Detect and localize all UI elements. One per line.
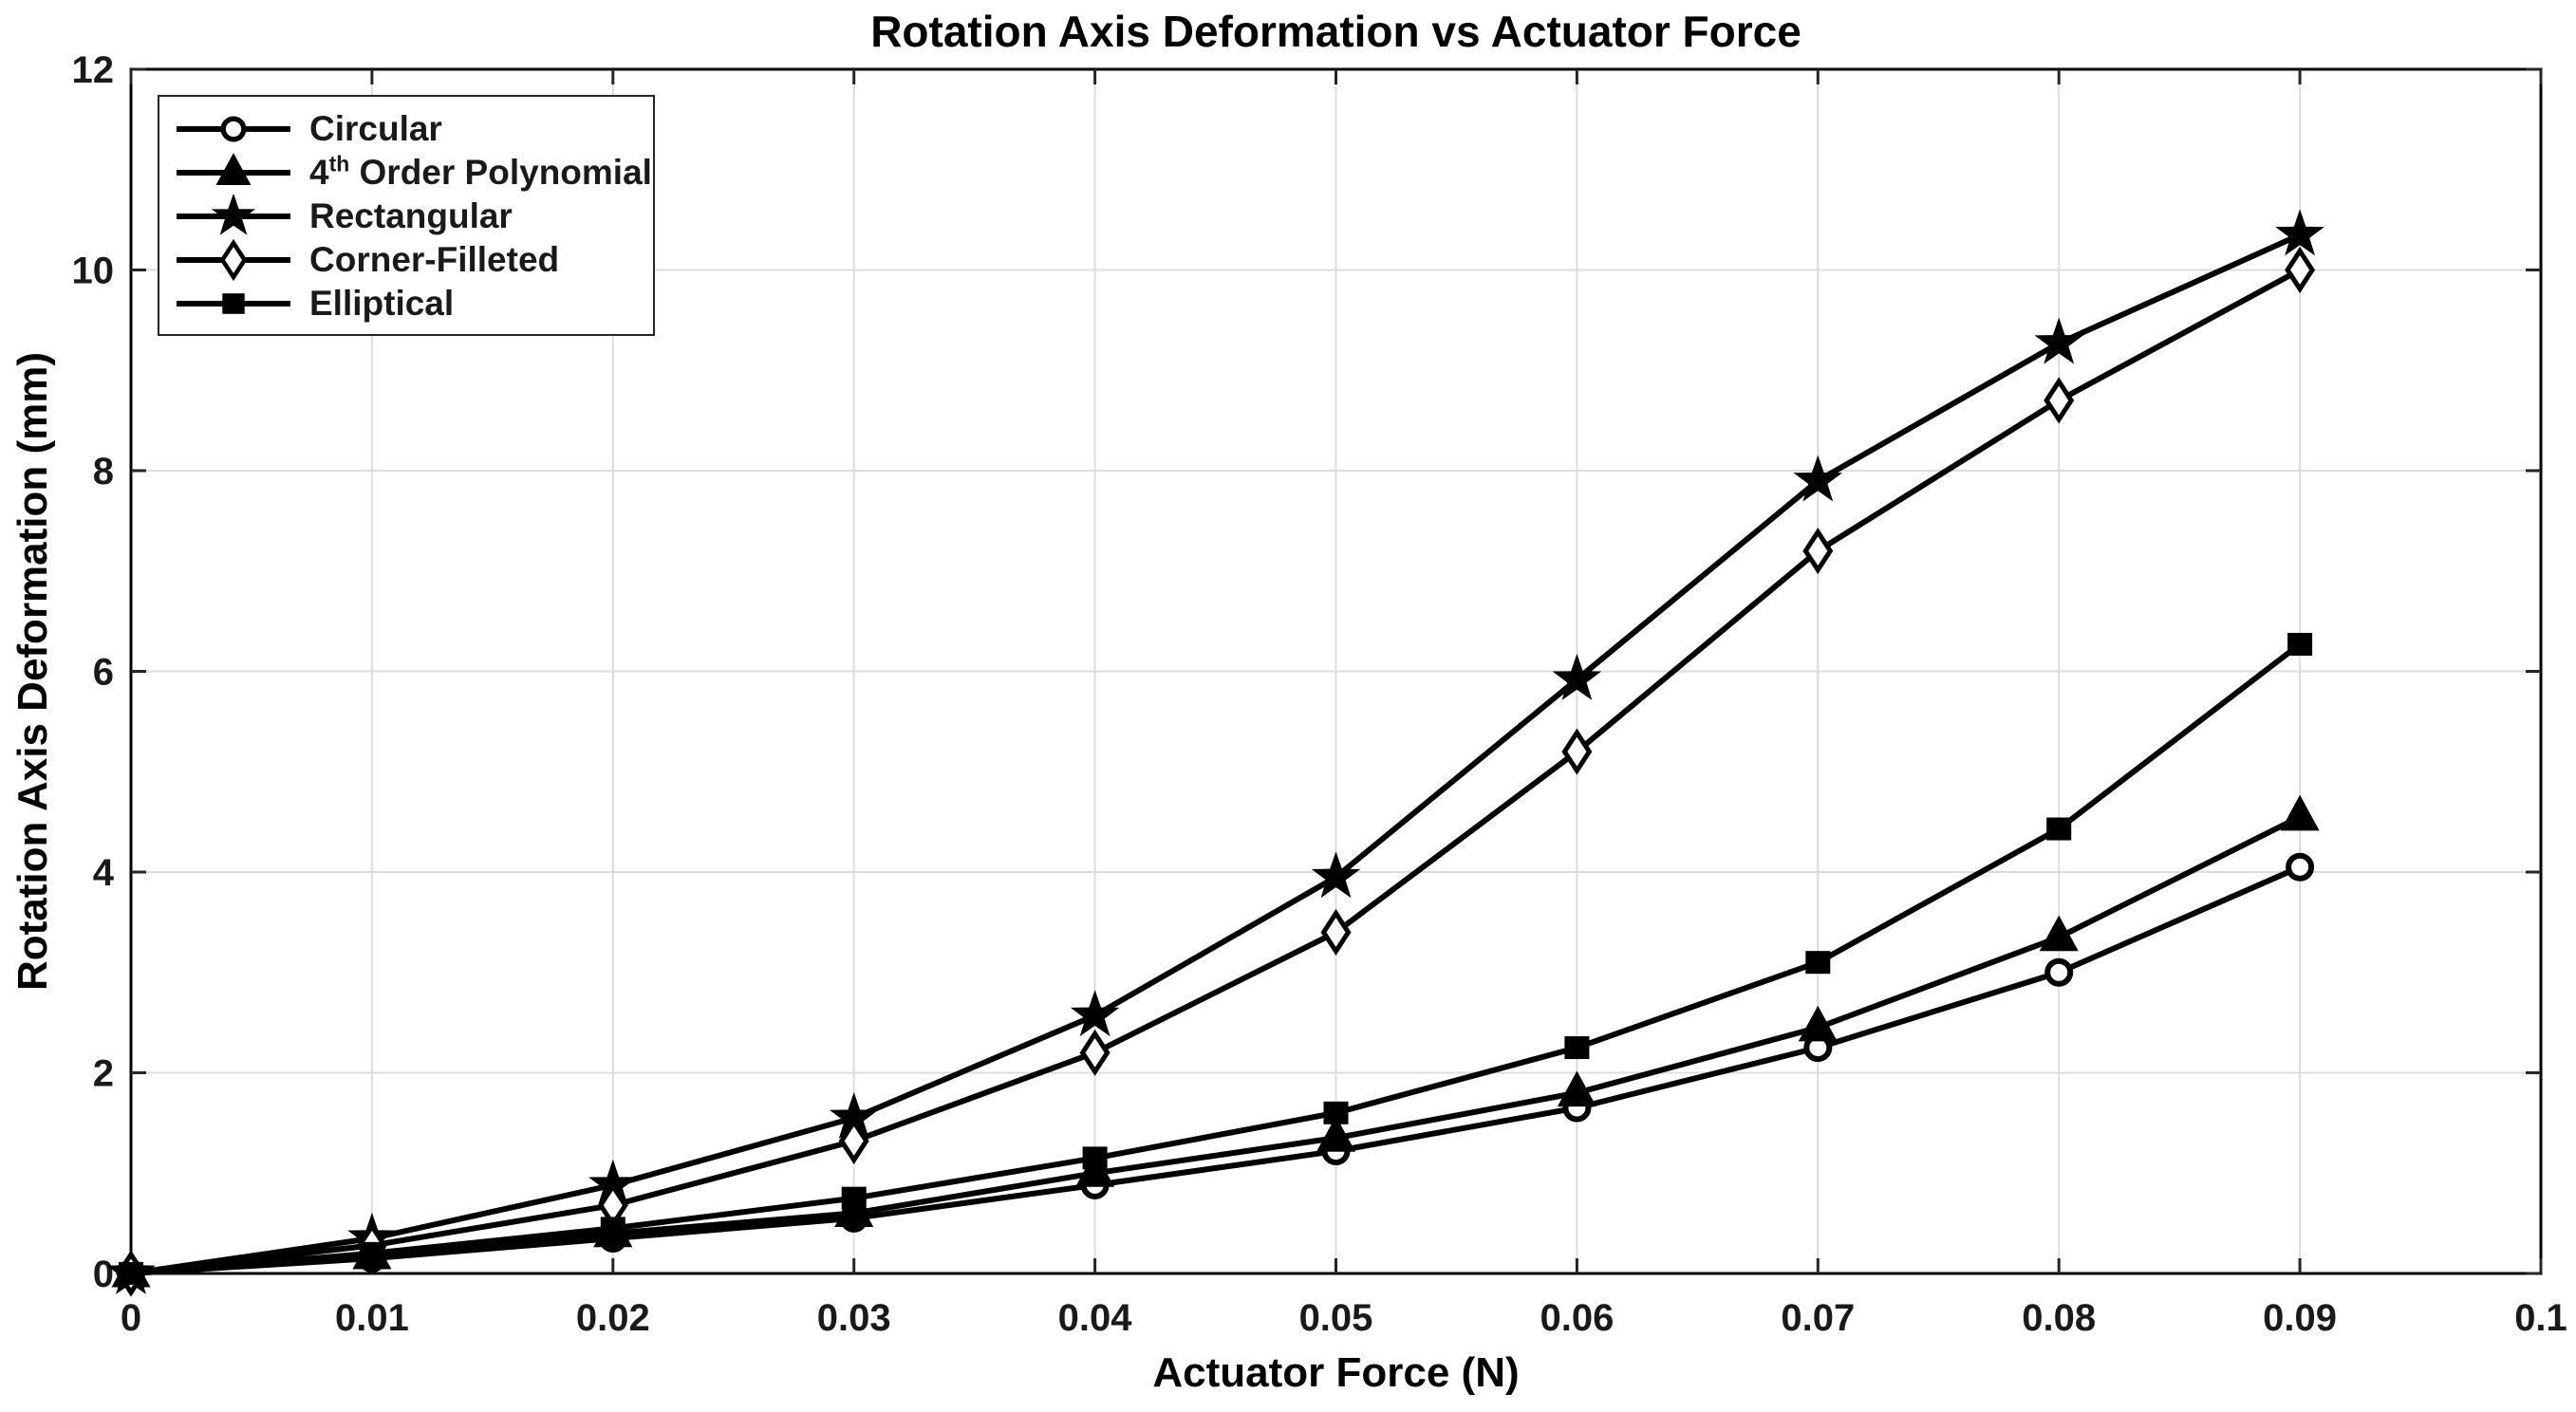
marker-diamond xyxy=(219,238,248,282)
marker-triangle xyxy=(215,153,252,186)
y-tick-label: 12 xyxy=(72,49,115,91)
legend-label-base: 4 xyxy=(309,153,329,192)
series-line-corner-filleted xyxy=(130,267,2302,1276)
marker-triangle xyxy=(1798,1005,1838,1042)
legend-line-star-icon xyxy=(177,195,290,235)
series-line-4th-order-polynomial xyxy=(130,814,2302,1276)
legend-line-diamond-icon xyxy=(177,238,290,282)
marker-diamond xyxy=(1561,728,1593,775)
x-axis-label: Actuator Force (N) xyxy=(1152,1349,1520,1396)
marker-star xyxy=(211,195,256,235)
legend-item-rectangular[interactable]: Rectangular xyxy=(171,195,653,238)
chart-title: Rotation Axis Deformation vs Actuator Fo… xyxy=(870,7,1801,56)
series-line-circular xyxy=(130,864,2302,1276)
marker-square xyxy=(119,1262,143,1285)
marker-triangle xyxy=(2039,915,2079,952)
marker-circle xyxy=(220,116,247,142)
marker-square xyxy=(1564,1036,1590,1060)
marker-diamond xyxy=(1320,908,1352,957)
marker-square xyxy=(841,1186,867,1210)
x-tick-label: 0.08 xyxy=(2022,1297,2096,1339)
marker-square xyxy=(1805,951,1831,975)
series-elliptical xyxy=(119,632,2313,1285)
legend-label-circular: Circular xyxy=(309,109,442,148)
x-tick-label: 0.04 xyxy=(1058,1297,1133,1339)
x-tick-label: 0.01 xyxy=(335,1297,409,1339)
legend-label-superscript: th xyxy=(328,151,350,176)
marker-star xyxy=(1793,455,1843,502)
legend-label-rectangular: Rectangular xyxy=(309,196,513,235)
y-tick-label: 0 xyxy=(93,1254,114,1295)
marker-diamond xyxy=(1802,528,1834,575)
legend-item-corner-filleted[interactable]: Corner-Filleted xyxy=(171,238,653,282)
legend-line-square-icon xyxy=(177,293,290,314)
series-line-rectangular xyxy=(130,232,2302,1276)
legend-item-elliptical[interactable]: Elliptical xyxy=(171,282,653,325)
legend-line-circle-icon xyxy=(177,116,290,142)
marker-triangle xyxy=(1075,1151,1115,1187)
x-tick-label: 0.03 xyxy=(817,1297,891,1339)
x-tick-label: 0.05 xyxy=(1299,1297,1373,1339)
tick-marks xyxy=(129,67,2543,1275)
marker-star xyxy=(1552,653,1602,700)
x-tick-label: 0 xyxy=(121,1297,141,1339)
marker-circle xyxy=(2286,852,2315,882)
marker-star xyxy=(2275,209,2324,256)
marker-diamond xyxy=(1079,1029,1111,1076)
marker-star xyxy=(1070,990,1120,1037)
y-tick-label: 4 xyxy=(93,852,115,894)
x-tick-label: 0.06 xyxy=(1540,1297,1614,1339)
x-tick-label: 0.09 xyxy=(2263,1297,2337,1339)
marker-diamond xyxy=(2285,246,2316,294)
marker-triangle xyxy=(1316,1116,1356,1152)
y-tick-label: 6 xyxy=(93,652,114,694)
marker-star xyxy=(2034,317,2083,364)
marker-square xyxy=(1082,1146,1108,1170)
legend-label-4th-order-polynomial: 4th Order Polynomial xyxy=(309,153,652,193)
marker-circle xyxy=(2044,957,2074,987)
marker-diamond xyxy=(2044,377,2075,424)
y-tick-labels: 0 2 4 6 8 10 12 xyxy=(72,49,115,1295)
marker-square xyxy=(222,293,245,314)
marker-square xyxy=(359,1241,384,1265)
x-tick-labels: 0 0.01 0.02 0.03 0.04 0.05 0.06 0.07 0.08 0.09 0.1 xyxy=(121,1297,2567,1339)
legend-label-rest: Order Polynomial xyxy=(349,153,652,192)
marker-star xyxy=(1311,851,1361,899)
marker-triangle xyxy=(2280,794,2320,831)
marker-triangle xyxy=(834,1191,874,1228)
marker-square xyxy=(2287,632,2313,656)
legend-item-4th-order-polynomial[interactable]: 4th Order Polynomial xyxy=(171,151,653,195)
legend-item-circular[interactable]: Circular xyxy=(171,107,653,151)
marker-diamond xyxy=(838,1117,869,1164)
y-tick-label: 2 xyxy=(93,1053,114,1095)
marker-square xyxy=(2046,817,2072,841)
marker-square xyxy=(600,1217,625,1240)
x-tick-label: 0.02 xyxy=(576,1297,650,1339)
x-tick-label: 0.07 xyxy=(1781,1297,1855,1339)
y-tick-label: 8 xyxy=(93,451,114,492)
legend-label-corner-filleted: Corner-Filleted xyxy=(309,240,560,279)
marker-square xyxy=(1323,1101,1349,1124)
legend-label-elliptical: Elliptical xyxy=(309,284,455,323)
x-tick-label: 0.1 xyxy=(2514,1297,2567,1339)
series-line-elliptical xyxy=(130,641,2302,1276)
legend-line-triangle-icon xyxy=(177,153,290,186)
marker-triangle xyxy=(1557,1070,1596,1107)
y-tick-label: 10 xyxy=(72,251,115,292)
legend-box: Circular 4th Order Polynomial Rectangula… xyxy=(158,95,655,336)
